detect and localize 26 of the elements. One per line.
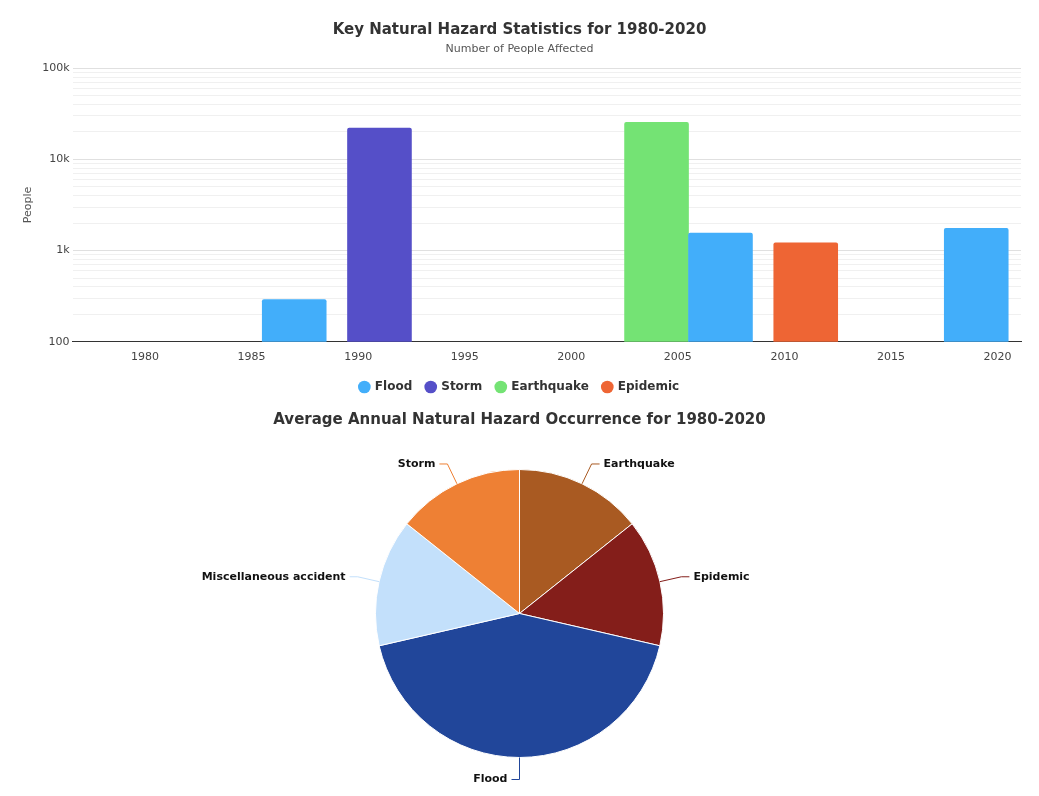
x-tick-label: 2020 xyxy=(983,350,1012,364)
legend-label: Epidemic xyxy=(617,379,680,394)
legend-label: Storm xyxy=(441,379,483,394)
y-axis-title: People xyxy=(21,186,35,224)
legend-label: Flood xyxy=(374,379,413,394)
x-tick-label: 2015 xyxy=(876,350,905,364)
x-tick-label: 1995 xyxy=(450,350,479,364)
chart-subtitle: Number of People Affected xyxy=(445,42,594,56)
x-tick-label: 2005 xyxy=(663,350,692,364)
slice-label: Flood xyxy=(473,772,508,786)
x-tick-label: 2000 xyxy=(557,350,586,364)
chart-title: Average Annual Natural Hazard Occurrence for 1980-2020 xyxy=(273,409,766,428)
slice-label: Storm xyxy=(397,456,436,470)
x-tick-label: 2010 xyxy=(770,350,799,364)
x-tick-label: 1985 xyxy=(237,350,266,364)
y-tick-label: 10k xyxy=(49,152,71,166)
legend-label: Earthquake xyxy=(511,379,589,394)
slice-label: Earthquake xyxy=(603,456,675,470)
slice-label: Epidemic xyxy=(693,569,750,583)
slice-label: Miscellaneous accident xyxy=(201,569,346,583)
y-tick-label: 100 xyxy=(48,334,70,348)
x-tick-label: 1980 xyxy=(131,350,160,364)
x-tick-label: 1990 xyxy=(344,350,373,364)
y-tick-label: 100k xyxy=(42,61,71,75)
chart-title: Key Natural Hazard Statistics for 1980-2020 xyxy=(332,19,707,38)
y-tick-label: 1k xyxy=(56,243,71,257)
